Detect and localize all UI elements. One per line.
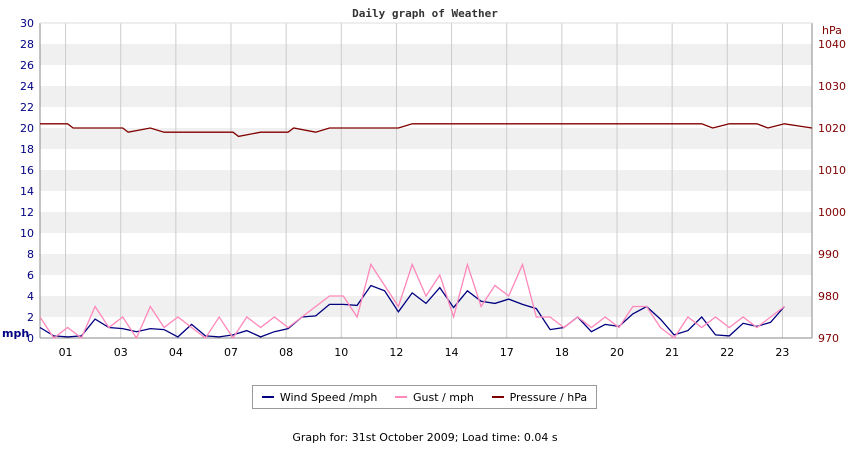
x-tick-label: 08 bbox=[279, 346, 293, 359]
chart-title: Daily graph of Weather bbox=[352, 7, 498, 20]
right-axis-ticks: 970 980 990 1000 1010 1020 1030 1040 bbox=[818, 38, 846, 345]
left-tick-label: 14 bbox=[20, 185, 34, 198]
pressure-swatch bbox=[491, 396, 504, 398]
x-tick-label: 23 bbox=[775, 346, 789, 359]
gust-swatch bbox=[395, 396, 407, 398]
vertical-gridlines bbox=[65, 23, 783, 338]
left-tick-label: 2 bbox=[27, 311, 34, 324]
right-axis-unit: hPa bbox=[822, 24, 842, 37]
pressure-line bbox=[40, 123, 813, 138]
right-tick-label: 980 bbox=[818, 290, 839, 303]
x-tick-label: 17 bbox=[500, 346, 514, 359]
right-tick-label: 1040 bbox=[818, 38, 846, 51]
x-tick-label: 04 bbox=[169, 346, 183, 359]
legend: Wind Speed /mph Gust / mph Pressure / hP… bbox=[252, 385, 597, 409]
left-tick-label: 20 bbox=[20, 122, 34, 135]
legend-item-wind: Wind Speed /mph bbox=[261, 390, 378, 404]
x-tick-label: 10 bbox=[334, 346, 348, 359]
x-tick-label: 22 bbox=[720, 346, 734, 359]
x-tick-label: 07 bbox=[224, 346, 238, 359]
right-tick-label: 1020 bbox=[818, 122, 846, 135]
x-tick-label: 14 bbox=[445, 346, 459, 359]
plot-band bbox=[40, 44, 812, 65]
legend-label-pressure: Pressure / hPa bbox=[509, 390, 588, 404]
x-tick-label: 18 bbox=[555, 346, 569, 359]
x-tick-label: 03 bbox=[114, 346, 128, 359]
legend-item-gust: Gust / mph bbox=[395, 391, 474, 404]
plot-band bbox=[40, 296, 812, 317]
left-tick-label: 12 bbox=[20, 206, 34, 219]
left-tick-label: 18 bbox=[20, 143, 34, 156]
right-tick-label: 1010 bbox=[818, 164, 846, 177]
wind-speed-line bbox=[39, 284, 785, 338]
left-tick-label: 4 bbox=[27, 290, 34, 303]
left-tick-label: 24 bbox=[20, 80, 34, 93]
right-tick-label: 1000 bbox=[818, 206, 846, 219]
footer-info: Graph for: 31st October 2009; Load time:… bbox=[292, 431, 558, 444]
wind-swatch bbox=[261, 396, 274, 398]
left-tick-label: 6 bbox=[27, 269, 34, 282]
left-tick-label: 28 bbox=[20, 38, 34, 51]
right-tick-label: 970 bbox=[818, 332, 839, 345]
plot-band bbox=[40, 170, 812, 191]
x-tick-label: 12 bbox=[389, 346, 403, 359]
plot-band bbox=[40, 86, 812, 107]
x-tick-label: 21 bbox=[665, 346, 679, 359]
left-tick-label: 10 bbox=[20, 227, 34, 240]
plot-band bbox=[40, 254, 812, 275]
series-layer bbox=[39, 123, 813, 340]
x-tick-label: 20 bbox=[610, 346, 624, 359]
left-tick-label: 16 bbox=[20, 164, 34, 177]
right-tick-label: 990 bbox=[818, 248, 839, 261]
right-tick-label: 1030 bbox=[818, 80, 846, 93]
axes bbox=[39, 22, 813, 339]
left-tick-label: 0 bbox=[27, 332, 34, 345]
left-tick-label: 26 bbox=[20, 59, 34, 72]
legend-label-gust: Gust / mph bbox=[413, 390, 474, 404]
plot-band bbox=[40, 128, 812, 149]
x-axis-ticks: 01 03 04 07 08 10 12 14 17 18 20 21 22 23 bbox=[59, 346, 790, 359]
x-tick-label: 01 bbox=[59, 346, 73, 359]
left-axis-unit: mph bbox=[2, 327, 29, 340]
left-tick-label: 22 bbox=[20, 101, 34, 114]
legend-item-pressure: Pressure / hPa bbox=[491, 390, 588, 404]
legend-label-wind: Wind Speed /mph bbox=[279, 390, 378, 404]
plot-band bbox=[40, 212, 812, 233]
gust-line bbox=[39, 262, 785, 340]
left-tick-label: 30 bbox=[20, 17, 34, 30]
left-tick-label: 8 bbox=[27, 248, 34, 261]
plot-bands bbox=[40, 44, 812, 317]
